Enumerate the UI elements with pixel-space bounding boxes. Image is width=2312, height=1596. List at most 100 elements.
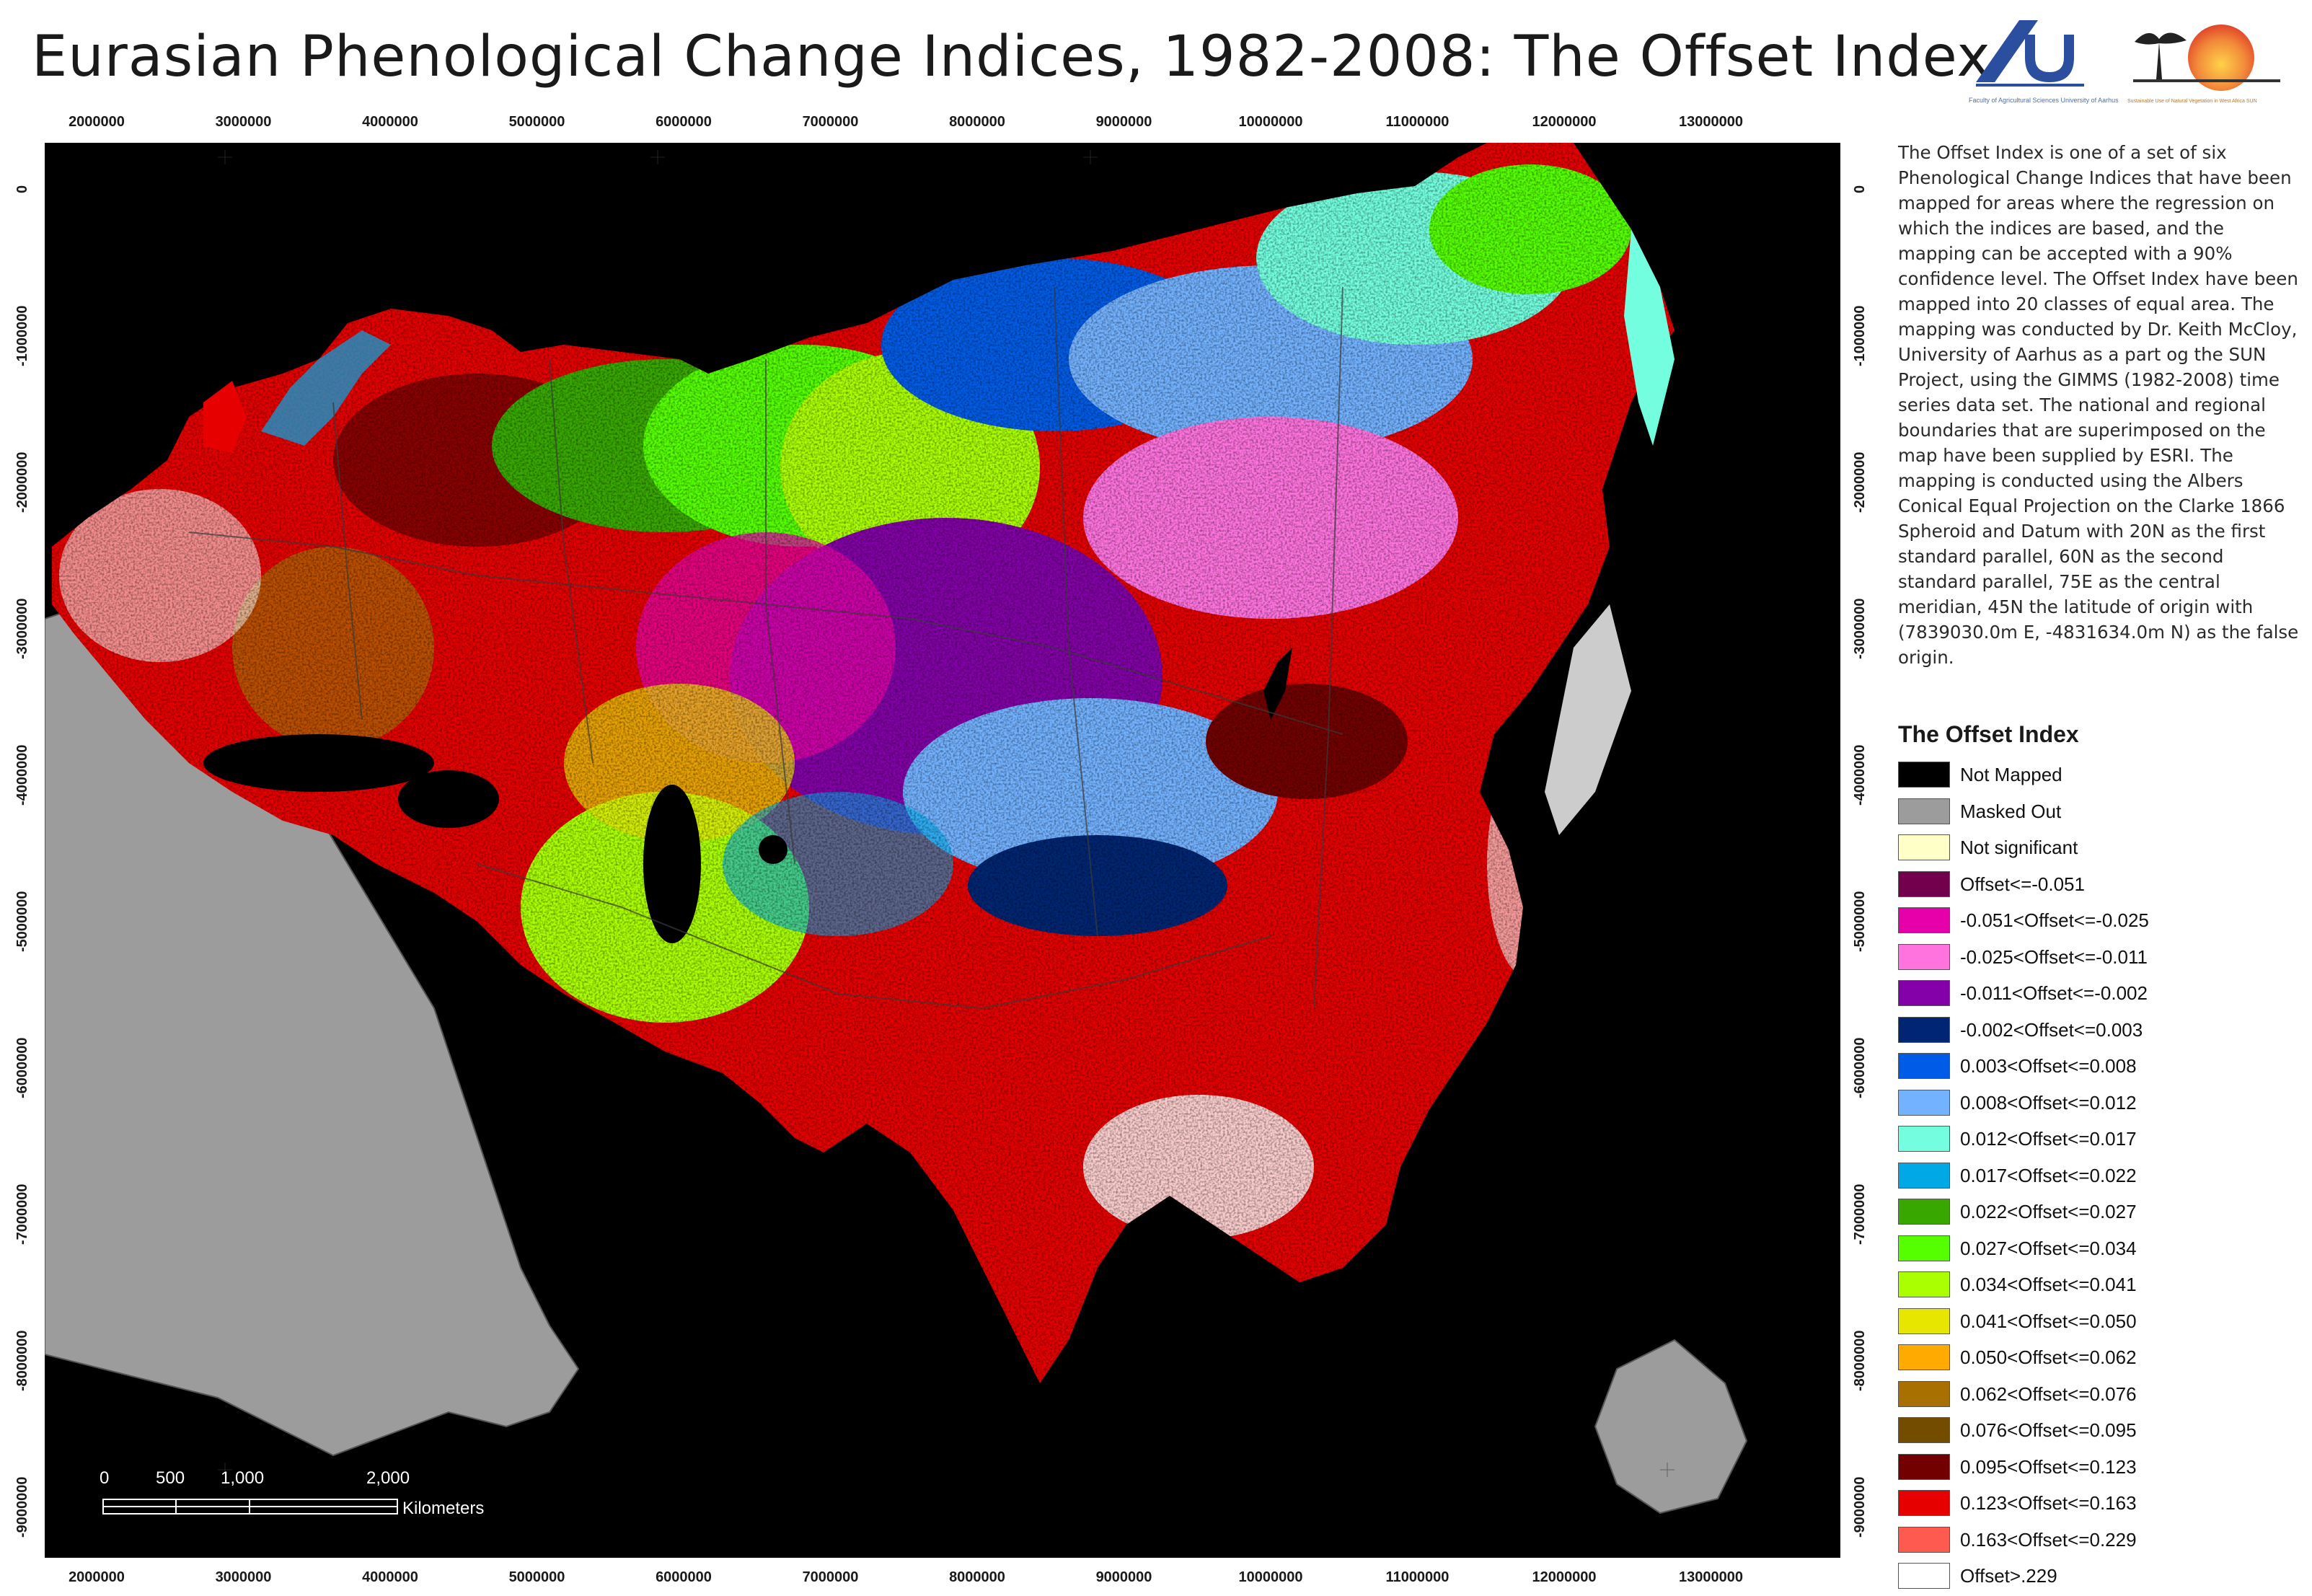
legend-label: 0.027<Offset<=0.034 — [1960, 1237, 2137, 1259]
y-axis-left: 0 -1000000 -2000000 -3000000 -4000000 -500000… — [6, 144, 39, 1558]
legend-item: 0.012<Offset<=0.017 — [1898, 1121, 2302, 1158]
legend-swatch — [1898, 1126, 1950, 1152]
legend-swatch — [1898, 943, 1950, 970]
legend-item: 0.003<Offset<=0.008 — [1898, 1049, 2302, 1085]
logo-caption: Sustainable Use of Natural Vegetation in… — [2127, 99, 2257, 104]
japan — [1545, 604, 1631, 835]
country-boundaries — [188, 286, 1343, 1010]
legend-label: -0.025<Offset<=-0.011 — [1960, 945, 2148, 968]
legend-swatch — [1898, 1563, 1950, 1589]
x-tick-value: 2000000 — [69, 114, 125, 130]
legend-swatch — [1898, 1162, 1950, 1189]
legend-swatch — [1898, 762, 1950, 788]
legend-label: 0.008<Offset<=0.012 — [1960, 1091, 2137, 1114]
x-tick-label: 10000000 — [1220, 114, 1321, 131]
y-tick-value: -6000000 — [1852, 1036, 1868, 1098]
x-tick-value: 10000000 — [1238, 1569, 1303, 1585]
legend-label: Masked Out — [1960, 800, 2062, 822]
x-tick-label: 3000000 — [193, 1569, 294, 1586]
graticule — [218, 150, 1675, 1477]
y-axis-right: 0 -1000000 -2000000 -3000000 -4000000 -500000… — [1843, 144, 1876, 1558]
lake-baikal — [1263, 648, 1292, 720]
x-tick-value: 10000000 — [1238, 114, 1303, 130]
x-tick-value: 7000000 — [802, 1569, 859, 1585]
legend-swatch — [1898, 1271, 1950, 1297]
legend-swatch — [1898, 1235, 1950, 1261]
legend-item: Not Mapped — [1898, 757, 2302, 794]
x-tick-label: 9000000 — [1074, 114, 1175, 131]
legend-label: 0.022<Offset<=0.027 — [1960, 1201, 2137, 1222]
aarhus-logo-icon — [1976, 20, 2084, 87]
y-tick-value: -5000000 — [1852, 890, 1868, 952]
scandinavia — [261, 330, 391, 446]
y-tick-value: -7000000 — [1852, 1183, 1868, 1245]
scale-label-2000: 2,000 — [366, 1468, 410, 1488]
x-tick-value: 5000000 — [508, 1569, 565, 1585]
legend-label: 0.076<Offset<=0.095 — [1960, 1419, 2137, 1441]
legend-swatch — [1898, 1016, 1950, 1043]
legend-label: 0.017<Offset<=0.022 — [1960, 1164, 2137, 1186]
legend-swatch — [1898, 1053, 1950, 1079]
y-tick-value: -1000000 — [1852, 304, 1868, 366]
legend-label: 0.163<Offset<=0.229 — [1960, 1528, 2137, 1551]
sun-logo-icon — [2133, 25, 2280, 91]
x-tick-value: 8000000 — [949, 1569, 1005, 1585]
map-canvas — [45, 143, 1748, 1515]
x-tick-label: 7000000 — [780, 1569, 881, 1586]
x-tick-label: 4000000 — [340, 114, 441, 131]
y-tick-value: -6000000 — [14, 1036, 30, 1098]
legend-swatch — [1898, 1308, 1950, 1334]
legend-swatch — [1898, 870, 1950, 897]
sun-project-logo: Sustainable Use of Natural Vegetation in… — [2127, 13, 2286, 107]
x-tick-label: 11000000 — [1367, 114, 1468, 131]
x-axis-top: 2000000 3000000 4000000 5000000 6000000 70000… — [45, 108, 1840, 137]
legend-item: 0.041<Offset<=0.050 — [1898, 1304, 2302, 1341]
scale-label-500: 500 — [156, 1468, 185, 1488]
legend-label: 0.041<Offset<=0.050 — [1960, 1310, 2137, 1332]
legend-item: -0.025<Offset<=-0.011 — [1898, 940, 2302, 976]
scale-bar: 0 500 1,000 2,000 Kilometers — [100, 1468, 484, 1526]
legend-label: 0.062<Offset<=0.076 — [1960, 1383, 2137, 1405]
legend-item: 0.027<Offset<=0.034 — [1898, 1231, 2302, 1268]
legend-item: 0.022<Offset<=0.027 — [1898, 1194, 2302, 1231]
legend-item: -0.051<Offset<=-0.025 — [1898, 903, 2302, 940]
logos: Faculty of Agricultural Sciences Univers… — [1969, 13, 2286, 107]
y-tick-value: -9000000 — [14, 1476, 30, 1538]
y-tick-value: -2000000 — [14, 451, 30, 513]
legend-label: 0.050<Offset<=0.062 — [1960, 1346, 2137, 1368]
y-tick-value: -4000000 — [1852, 744, 1868, 806]
y-tick-value: -4000000 — [14, 744, 30, 806]
x-tick-label: 13000000 — [1661, 114, 1762, 131]
y-tick-value: -8000000 — [14, 1329, 30, 1391]
y-tick-value: -3000000 — [1852, 597, 1868, 659]
x-tick-value: 12000000 — [1532, 114, 1597, 130]
x-tick-value: 3000000 — [215, 1569, 272, 1585]
aarhus-university-logo: Faculty of Agricultural Sciences Univers… — [1969, 13, 2119, 107]
x-tick-value: 9000000 — [1095, 1569, 1152, 1585]
x-tick-label: 2000000 — [46, 114, 147, 131]
x-tick-value: 13000000 — [1679, 1569, 1743, 1585]
legend-swatch — [1898, 1417, 1950, 1443]
x-tick-value: 11000000 — [1385, 114, 1450, 130]
x-tick-label: 4000000 — [340, 1569, 441, 1586]
legend-item: 0.123<Offset<=0.163 — [1898, 1486, 2302, 1522]
scale-bar-graphic — [102, 1499, 398, 1515]
map-title: Eurasian Phenological Change Indices, 19… — [32, 25, 1991, 89]
legend-swatch — [1898, 980, 1950, 1006]
black-sea — [398, 770, 499, 828]
legend-item: 0.062<Offset<=0.076 — [1898, 1377, 2302, 1414]
legend-label: Not Mapped — [1960, 764, 2062, 785]
mediterranean-sea — [203, 734, 434, 792]
legend-label: Offset<=-0.051 — [1960, 873, 2085, 895]
x-tick-value: 4000000 — [362, 1569, 418, 1585]
legend-item: 0.034<Offset<=0.041 — [1898, 1267, 2302, 1304]
x-tick-value: 9000000 — [1095, 114, 1152, 130]
legend-swatch — [1898, 1199, 1950, 1225]
legend-label: Offset>.229 — [1960, 1565, 2057, 1587]
x-tick-label: 5000000 — [487, 114, 588, 131]
x-tick-label: 9000000 — [1074, 1569, 1175, 1586]
x-tick-label: 12000000 — [1514, 1569, 1615, 1586]
x-tick-value: 8000000 — [949, 114, 1005, 130]
logo-caption: Faculty of Agricultural Sciences Univers… — [1969, 97, 2119, 104]
legend-label: 0.012<Offset<=0.017 — [1960, 1128, 2137, 1150]
